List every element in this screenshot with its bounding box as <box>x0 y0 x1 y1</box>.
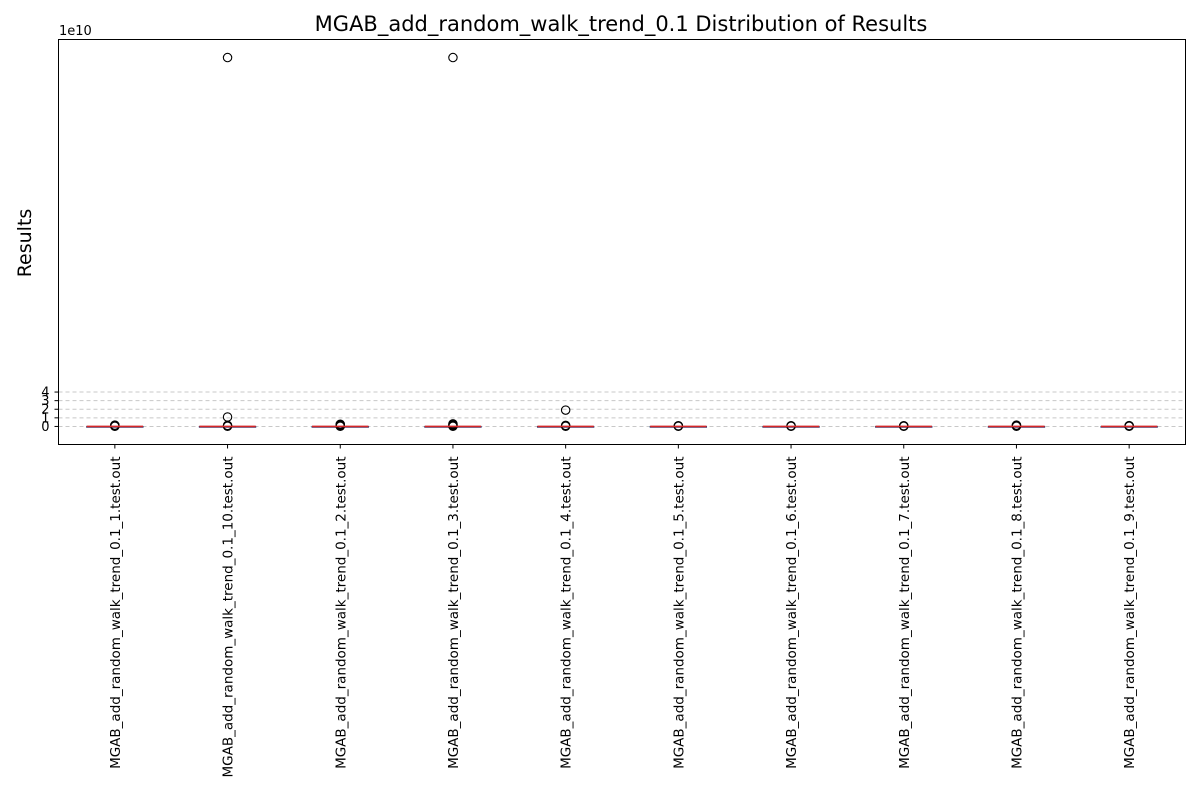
box-group <box>1100 420 1158 432</box>
x-tick-label: MGAB_add_random_walk_trend_0.1_5.test.ou… <box>671 457 687 769</box>
x-tick-layer: MGAB_add_random_walk_trend_0.1_1.test.ou… <box>108 444 1138 778</box>
outlier-point <box>560 420 571 431</box>
box-group <box>762 421 820 432</box>
x-tick-label: MGAB_add_random_walk_trend_0.1_1.test.ou… <box>108 457 124 769</box>
x-tick-label: MGAB_add_random_walk_trend_0.1_6.test.ou… <box>784 457 800 769</box>
outlier-point <box>222 412 233 422</box>
y-axis-label: Results <box>14 209 36 278</box>
x-tick-label: MGAB_add_random_walk_trend_0.1_2.test.ou… <box>333 457 349 769</box>
y-tick-label: 3 <box>41 394 49 409</box>
box-group <box>311 419 369 432</box>
outlier-point <box>560 405 571 415</box>
outlier-point <box>1124 420 1134 431</box>
box-group <box>536 405 595 432</box>
box-layer <box>86 52 1158 432</box>
y-tick-label: 4 <box>41 386 49 401</box>
x-tick-label: MGAB_add_random_walk_trend_0.1_9.test.ou… <box>1122 457 1138 769</box>
x-tick-label: MGAB_add_random_walk_trend_0.1_10.test.o… <box>221 457 237 778</box>
box-group <box>86 420 144 432</box>
outlier-point <box>1011 420 1022 430</box>
outlier-point <box>335 419 345 430</box>
x-tick-label: MGAB_add_random_walk_trend_0.1_4.test.ou… <box>559 457 575 769</box>
chart-title: MGAB_add_random_walk_trend_0.1 Distribut… <box>315 12 928 37</box>
y-tick-label: 2 <box>41 403 49 418</box>
outlier-point <box>110 420 120 430</box>
x-tick-label: MGAB_add_random_walk_trend_0.1_3.test.ou… <box>446 457 462 769</box>
y-tick-label: 1 <box>41 411 49 426</box>
outlier-point <box>448 52 458 63</box>
x-tick-label: MGAB_add_random_walk_trend_0.1_7.test.ou… <box>897 457 913 769</box>
box-group <box>875 421 933 432</box>
box-group <box>424 52 482 432</box>
box-group <box>987 420 1046 432</box>
y-tick-label: 0 <box>41 420 49 435</box>
plot-frame <box>58 39 1186 445</box>
x-tick-label: MGAB_add_random_walk_trend_0.1_8.test.ou… <box>1009 457 1025 769</box>
box-group <box>649 421 708 432</box>
outlier-point <box>448 419 458 429</box>
y-axis-offset-label: 1e10 <box>59 24 92 39</box>
outlier-point <box>222 52 233 63</box>
box-group <box>198 52 257 432</box>
